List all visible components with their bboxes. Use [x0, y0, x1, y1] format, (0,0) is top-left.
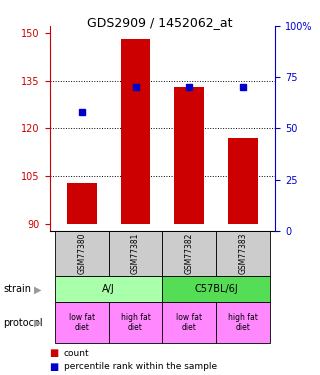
FancyBboxPatch shape: [162, 302, 216, 343]
FancyBboxPatch shape: [216, 231, 270, 276]
Text: high fat
diet: high fat diet: [121, 313, 150, 332]
Text: high fat
diet: high fat diet: [228, 313, 258, 332]
Text: GSM77381: GSM77381: [131, 233, 140, 274]
Bar: [228, 138, 258, 224]
FancyBboxPatch shape: [55, 302, 109, 343]
Text: A/J: A/J: [102, 284, 115, 294]
Text: ▶: ▶: [34, 285, 42, 294]
FancyBboxPatch shape: [162, 276, 270, 302]
Text: ▶: ▶: [34, 318, 42, 328]
Text: ■: ■: [50, 362, 59, 372]
Text: ■: ■: [50, 348, 59, 358]
Text: count: count: [64, 349, 90, 358]
Text: GSM77380: GSM77380: [77, 233, 86, 274]
Text: GSM77383: GSM77383: [238, 233, 247, 274]
FancyBboxPatch shape: [216, 302, 270, 343]
FancyBboxPatch shape: [109, 302, 162, 343]
Text: percentile rank within the sample: percentile rank within the sample: [64, 362, 217, 371]
FancyBboxPatch shape: [109, 231, 162, 276]
Text: GDS2909 / 1452062_at: GDS2909 / 1452062_at: [87, 16, 233, 29]
FancyBboxPatch shape: [55, 276, 162, 302]
Bar: [174, 87, 204, 224]
Text: strain: strain: [3, 285, 31, 294]
Text: C57BL/6J: C57BL/6J: [194, 284, 238, 294]
Bar: [67, 183, 97, 224]
FancyBboxPatch shape: [162, 231, 216, 276]
Text: low fat
diet: low fat diet: [69, 313, 95, 332]
Bar: [121, 39, 150, 224]
Text: low fat
diet: low fat diet: [176, 313, 202, 332]
Text: protocol: protocol: [3, 318, 43, 328]
FancyBboxPatch shape: [55, 231, 109, 276]
Text: GSM77382: GSM77382: [185, 233, 194, 274]
